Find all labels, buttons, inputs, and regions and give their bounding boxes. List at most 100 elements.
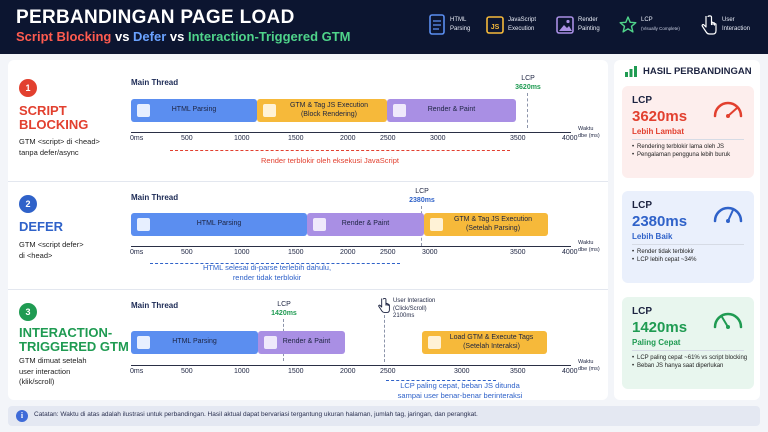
segment-label: HTML Parsing <box>172 338 217 346</box>
main-thread-label: Main Thread <box>131 301 179 310</box>
result-bullet: LCP lebih cepat ~34% <box>632 256 750 264</box>
user-interaction-marker: User Interaction (Click/Scroll) 2100ms <box>393 298 435 321</box>
axis-tick: 500 <box>181 135 193 142</box>
lcp-marker: LCP 3620ms <box>508 74 548 92</box>
row-divider <box>8 181 608 182</box>
axis-tick: 2000 <box>340 135 356 142</box>
lcp-marker-label: LCP <box>415 188 429 195</box>
subtitle-interaction-gtm: Interaction-Triggered GTM <box>187 29 351 44</box>
segment-js-execution: GTM & Tag JS Execution (Block Rendering) <box>257 99 387 122</box>
svg-text:JS: JS <box>491 24 500 31</box>
section-title-line: INTERACTION- <box>19 325 113 340</box>
result-bullet: LCP paling cepat ~61% vs script blocking <box>632 354 750 362</box>
header: PERBANDINGAN PAGE LOAD Script Blocking v… <box>0 0 768 54</box>
legend-label: Execution <box>508 25 535 32</box>
section-desc-line: tanpa defer/async <box>19 147 79 157</box>
result-bullets: LCP paling cepat ~61% vs script blocking… <box>632 354 750 370</box>
axis-tick: 4000 <box>562 135 578 142</box>
axis-caption-line: dbe (ms) <box>578 132 600 139</box>
axis-caption-line: dbe (ms) <box>578 365 600 372</box>
speedometer-icon <box>713 312 743 329</box>
subtitle-defer: Defer <box>133 29 167 44</box>
segment-render-paint: Render & Paint <box>258 331 345 354</box>
section-description: GTM <script> di <head> tanpa defer/async <box>19 137 100 158</box>
star-icon <box>619 16 637 33</box>
note-bracket <box>386 380 496 381</box>
section-desc-line: GTM <script> di <head> <box>19 137 100 146</box>
user-interaction-line <box>384 315 385 362</box>
axis-tick: 3500 <box>510 135 526 142</box>
segment-render-paint: Render & Paint <box>387 99 516 122</box>
axis-tick: 4000 <box>562 368 578 375</box>
legend-label: JavaScript <box>508 17 537 23</box>
lcp-line <box>527 93 528 128</box>
section-title-line: TRIGGERED GTM <box>19 339 129 354</box>
ui-marker-line: User Interaction <box>393 298 436 304</box>
legend-label: Interaction <box>722 25 751 32</box>
image-icon <box>313 218 326 231</box>
footer-note: i Catatan: Waktu di atas adalah ilustras… <box>8 406 760 426</box>
time-axis <box>131 246 571 247</box>
main-thread-label: Main Thread <box>131 78 179 87</box>
results-title: HASIL PERBANDINGAN <box>643 66 752 77</box>
ui-marker-line: 2100ms <box>393 313 415 319</box>
document-icon <box>137 104 150 117</box>
segment-label-line: (Block Rendering) <box>300 110 357 118</box>
result-value: 3620ms <box>632 108 688 125</box>
subtitle-vs: vs <box>111 29 134 44</box>
section-desc-line: GTM <script defer> <box>19 240 84 249</box>
row-divider <box>8 289 608 290</box>
axis-tick: 1500 <box>288 249 304 256</box>
result-bullets: Rendering terblokir lama oleh JS Pengala… <box>632 143 750 159</box>
section-note: Render terblokir oleh eksekusi JavaScrip… <box>261 156 399 165</box>
section-desc-line: GTM dimuat setelah <box>19 356 87 365</box>
js-icon <box>430 218 443 231</box>
section-note-line: HTML selesai di-parse terlebih dahulu, <box>202 263 332 272</box>
section-note-line: sampai user benar-benar berinteraksi <box>397 391 523 400</box>
legend-label: HTML <box>450 17 467 23</box>
segment-gtm-load: Load GTM & Execute Tags (Setelah Interaks… <box>422 331 547 354</box>
note-bracket <box>170 150 510 151</box>
legend-label: Painting <box>578 25 600 32</box>
speedometer-icon <box>713 206 743 223</box>
speedometer-icon <box>713 101 743 118</box>
section-note-line: LCP paling cepat, beban JS ditunda <box>400 381 520 390</box>
section-title-line: DEFER <box>19 219 64 234</box>
axis-tick: 0ms <box>130 135 144 142</box>
segment-label-line: Load GTM & Execute Tags <box>449 334 534 341</box>
section-desc-line: user interaction <box>19 366 71 376</box>
document-icon <box>137 218 150 231</box>
axis-tick: 3500 <box>510 368 526 375</box>
axis-caption-line: Waktu <box>578 240 594 246</box>
pointer-icon <box>701 15 717 35</box>
axis-tick: 2500 <box>380 135 396 142</box>
axis-tick: 0ms <box>130 249 144 256</box>
axis-tick: 4000 <box>562 249 578 256</box>
section-desc-line: (klik/scroll) <box>19 377 55 386</box>
result-bullet: Rendering terblokir lama oleh JS <box>632 143 750 151</box>
section-note-line: render tidak terblokir <box>232 273 302 282</box>
segment-render-paint: Render & Paint <box>307 213 424 236</box>
result-bullets: Render tidak terblokir LCP lebih cepat ~… <box>632 248 750 264</box>
js-icon <box>428 336 441 349</box>
section-number-badge: 3 <box>19 303 37 321</box>
section-description: GTM dimuat setelah user interaction (klik/… <box>19 356 87 388</box>
lcp-marker-value: 3620ms <box>515 84 541 91</box>
result-bullet: Beban JS hanya saat diperlukan <box>632 362 750 370</box>
axis-tick: 3500 <box>510 249 526 256</box>
segment-html-parsing: HTML Parsing <box>131 99 257 122</box>
section-title: DEFER <box>19 220 63 234</box>
segment-label: Load GTM & Execute Tags (Setelah Interaks… <box>436 334 534 351</box>
section-title-line: SCRIPT <box>19 103 67 118</box>
lcp-marker-label: LCP <box>521 75 535 82</box>
legend-label: Parsing <box>450 25 471 32</box>
segment-label: GTM & Tag JS Execution (Block Rendering) <box>276 102 368 119</box>
page-title: PERBANDINGAN PAGE LOAD <box>16 7 295 28</box>
lcp-marker-value: 1420ms <box>271 310 297 317</box>
axis-tick: 3000 <box>430 135 446 142</box>
axis-caption-line: dbe (ms) <box>578 246 600 253</box>
result-label: LCP <box>632 306 652 317</box>
segment-label: HTML Parsing <box>196 220 242 228</box>
result-card-interaction-gtm: LCP 1420ms Paling Cepat LCP paling cepat… <box>622 297 754 389</box>
legend-label: User <box>722 17 735 23</box>
